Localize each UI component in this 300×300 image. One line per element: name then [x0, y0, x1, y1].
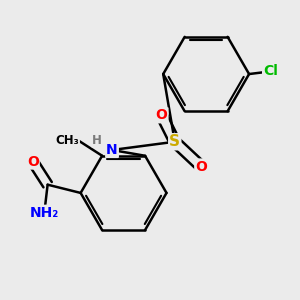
Text: O: O: [156, 108, 167, 122]
Text: NH₂: NH₂: [30, 206, 59, 220]
Text: Cl: Cl: [263, 64, 278, 78]
Text: S: S: [169, 134, 180, 149]
Text: H: H: [92, 134, 102, 147]
Text: O: O: [27, 154, 39, 169]
Text: N: N: [106, 143, 118, 157]
Text: O: O: [195, 160, 207, 173]
Text: CH₃: CH₃: [55, 134, 79, 147]
